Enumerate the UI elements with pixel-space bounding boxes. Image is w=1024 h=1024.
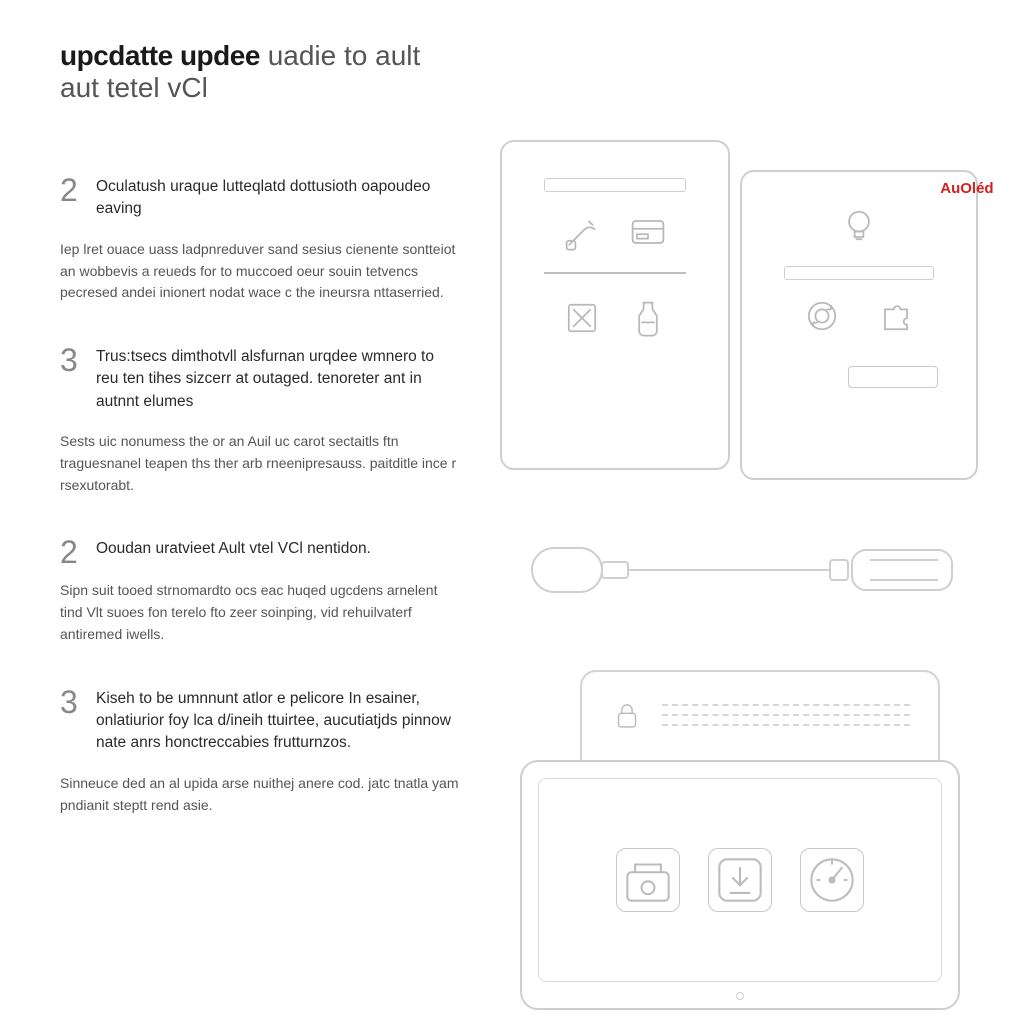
bulb-icon bbox=[837, 204, 881, 248]
step-body: Sests uic nonumess the or an Auil uc car… bbox=[60, 431, 460, 496]
action-button[interactable] bbox=[848, 366, 938, 388]
right-column: AuOléd bbox=[490, 40, 974, 1024]
stamp-icon bbox=[560, 296, 604, 340]
step-number: 2 bbox=[60, 174, 82, 206]
step-1: 2 Oculatush uraque lutteqlatd dottusioth… bbox=[60, 174, 460, 304]
diagnostic-icon bbox=[616, 848, 680, 912]
page-title: upcdatte updee uadie to ault aut tetel v… bbox=[60, 40, 460, 104]
puzzle-icon bbox=[874, 294, 918, 338]
home-button[interactable] bbox=[736, 992, 744, 1000]
illustration-cable bbox=[530, 530, 960, 610]
card-icon bbox=[626, 210, 670, 254]
tool-icon bbox=[560, 210, 604, 254]
title-bold: upcdatte updee bbox=[60, 40, 260, 71]
step-heading: Trus:tsecs dimthotvll alsfurnan urqdee w… bbox=[96, 344, 460, 413]
step-heading: Kiseh to be umnnunt atlor e pelicore In … bbox=[96, 686, 460, 755]
step-body: Iep lret ouace uass ladpnreduver sand se… bbox=[60, 239, 460, 304]
left-column: upcdatte updee uadie to ault aut tetel v… bbox=[60, 40, 490, 1024]
download-icon bbox=[708, 848, 772, 912]
illustration-cards: AuOléd bbox=[500, 140, 990, 500]
step-number: 2 bbox=[60, 536, 82, 568]
sync-icon bbox=[800, 294, 844, 338]
gauge-icon bbox=[800, 848, 864, 912]
step-3: 2 Ooudan uratvieet Ault vtel VCl nentido… bbox=[60, 536, 460, 645]
step-number: 3 bbox=[60, 344, 82, 376]
step-body: Sinneuce ded an al upida arse nuithej an… bbox=[60, 773, 460, 816]
card-back bbox=[500, 140, 730, 470]
step-4: 3 Kiseh to be umnnunt atlor e pelicore I… bbox=[60, 686, 460, 817]
illustration-tablet bbox=[520, 670, 980, 1010]
step-number: 3 bbox=[60, 686, 82, 718]
bottle-icon bbox=[626, 296, 670, 340]
card-front: AuOléd bbox=[740, 170, 978, 480]
tablet-device bbox=[520, 760, 960, 1010]
step-2: 3 Trus:tsecs dimthotvll alsfurnan urqdee… bbox=[60, 344, 460, 496]
lock-icon bbox=[610, 698, 644, 732]
step-heading: Oculatush uraque lutteqlatd dottusioth o… bbox=[96, 174, 460, 221]
step-heading: Ooudan uratvieet Ault vtel VCl nentidon. bbox=[96, 536, 371, 560]
step-body: Sipn suit tooed strnomardto ocs eac huqe… bbox=[60, 580, 460, 645]
